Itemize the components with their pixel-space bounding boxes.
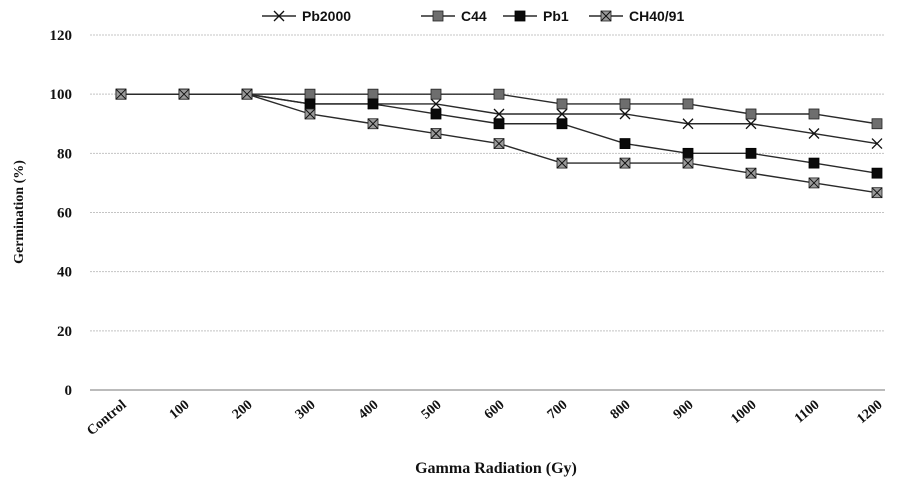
legend: Pb2000 C44 Pb1 CH40/91 bbox=[262, 8, 684, 24]
x-tick-label: 300 bbox=[293, 398, 319, 423]
legend-marker bbox=[273, 10, 285, 22]
x-tick-label: 800 bbox=[608, 398, 634, 423]
data-point bbox=[682, 147, 694, 159]
legend-label: C44 bbox=[461, 8, 487, 24]
data-point bbox=[808, 108, 820, 120]
y-tick-label: 120 bbox=[50, 28, 73, 44]
legend-marker bbox=[432, 10, 444, 22]
y-tick-label: 60 bbox=[57, 206, 72, 222]
data-point bbox=[367, 98, 379, 110]
x-tick-label: 500 bbox=[419, 398, 445, 423]
data-point bbox=[304, 88, 316, 100]
data-point bbox=[808, 157, 820, 169]
x-tick-labels: Control 100 200 300 400 500 600 700 800 900 1000 11… bbox=[84, 398, 885, 439]
data-point bbox=[556, 157, 568, 169]
x-tick-label: 1000 bbox=[728, 398, 759, 427]
data-point bbox=[619, 138, 631, 149]
x-tick-label: Control bbox=[84, 398, 129, 439]
data-point bbox=[241, 88, 253, 100]
legend-item: Pb1 bbox=[503, 8, 569, 24]
y-tick-labels: 0 20 40 60 80 100 120 bbox=[50, 28, 73, 399]
gridlines bbox=[90, 34, 885, 332]
data-point bbox=[556, 98, 568, 110]
y-tick-label: 40 bbox=[57, 265, 72, 281]
data-point bbox=[808, 128, 820, 139]
x-tick-label: 1100 bbox=[792, 398, 823, 427]
legend-item: C44 bbox=[421, 8, 487, 24]
legend-marker bbox=[514, 10, 526, 22]
data-point bbox=[430, 108, 442, 120]
data-point bbox=[745, 167, 757, 179]
data-point bbox=[619, 98, 631, 110]
data-point bbox=[682, 98, 694, 110]
x-tick-label: 400 bbox=[356, 398, 382, 423]
y-tick-label: 20 bbox=[57, 324, 72, 340]
data-point bbox=[115, 88, 127, 100]
series-Pb1 bbox=[115, 88, 883, 179]
legend-label: Pb1 bbox=[543, 8, 569, 24]
data-point bbox=[556, 108, 568, 120]
data-point bbox=[430, 88, 442, 100]
data-point bbox=[619, 157, 631, 169]
data-point bbox=[493, 88, 505, 100]
x-tick-label: 100 bbox=[167, 398, 193, 423]
data-point bbox=[871, 167, 883, 179]
data-point bbox=[430, 128, 442, 139]
data-point bbox=[871, 187, 883, 199]
y-tick-label: 80 bbox=[57, 146, 72, 162]
data-point bbox=[682, 157, 694, 169]
data-point bbox=[304, 98, 316, 110]
data-point bbox=[619, 108, 631, 120]
data-point bbox=[808, 177, 820, 189]
legend-label: Pb2000 bbox=[302, 8, 351, 24]
x-tick-label: 1200 bbox=[854, 398, 885, 427]
y-axis-title: Germination (%) bbox=[12, 160, 27, 264]
legend-item: CH40/91 bbox=[589, 8, 684, 24]
y-tick-label: 0 bbox=[65, 383, 73, 399]
legend-item: Pb2000 bbox=[262, 8, 351, 24]
data-point bbox=[367, 88, 379, 100]
data-point bbox=[745, 147, 757, 159]
x-tick-label: 600 bbox=[482, 398, 508, 423]
data-point bbox=[304, 108, 316, 120]
series-lines bbox=[115, 88, 883, 199]
y-tick-label: 100 bbox=[50, 87, 73, 103]
x-axis-title: Gamma Radiation (Gy) bbox=[415, 460, 577, 477]
data-point bbox=[493, 108, 505, 120]
data-point bbox=[871, 118, 883, 130]
data-point bbox=[745, 108, 757, 120]
series-CH40/91 bbox=[115, 88, 883, 199]
x-tick-label: 900 bbox=[671, 398, 697, 423]
data-point bbox=[367, 118, 379, 130]
x-tick-label: 700 bbox=[545, 398, 571, 423]
data-point bbox=[556, 118, 568, 130]
series-line bbox=[121, 93, 878, 174]
data-point bbox=[745, 118, 757, 130]
data-point bbox=[493, 138, 505, 149]
data-point bbox=[493, 118, 505, 130]
legend-marker bbox=[600, 10, 612, 22]
x-tick-label: 200 bbox=[230, 398, 256, 423]
data-point bbox=[682, 118, 694, 130]
legend-label: CH40/91 bbox=[629, 8, 684, 24]
data-point bbox=[430, 98, 442, 110]
data-point bbox=[871, 138, 883, 150]
data-point bbox=[178, 88, 190, 100]
